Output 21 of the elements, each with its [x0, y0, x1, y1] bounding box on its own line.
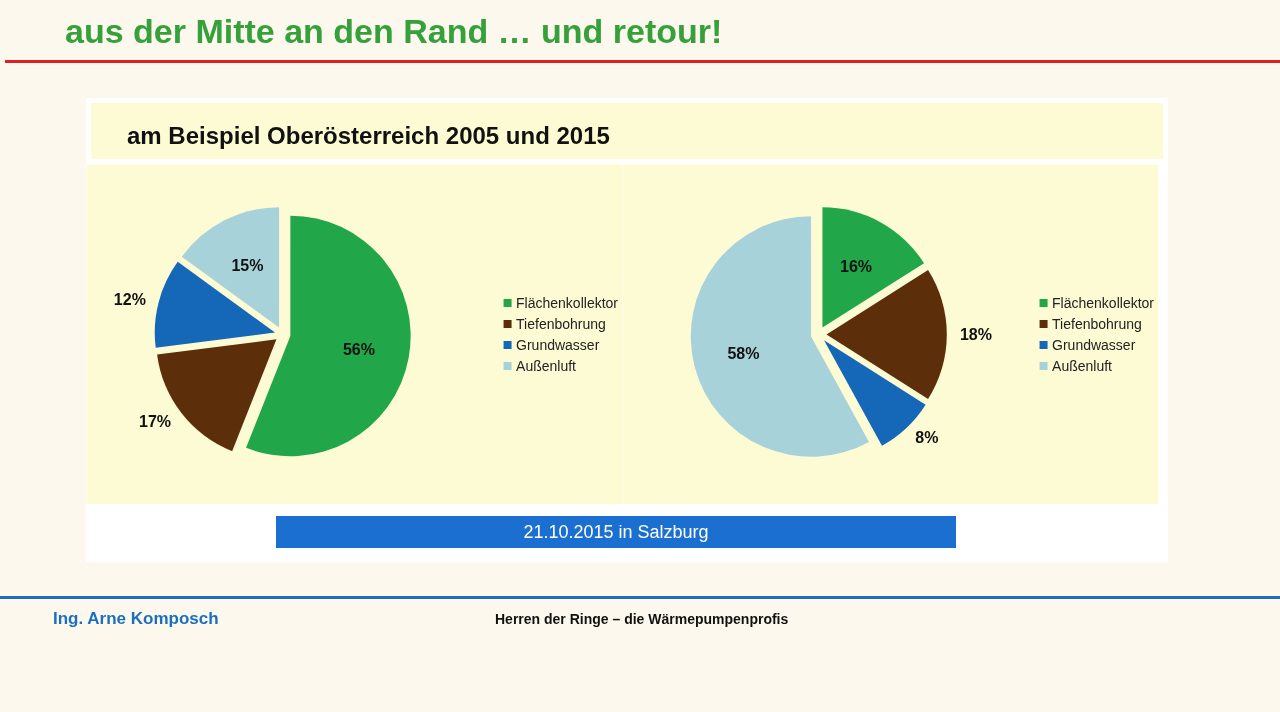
text: Ing. Arne Komposch [53, 608, 219, 630]
legend-label: Außenluft [516, 357, 576, 374]
data-label: 17% [139, 412, 172, 430]
chart-subtitle: am Beispiel Oberösterreich 2005 und 2015 [127, 121, 610, 151]
text: 21.10.2015 in Salzburg [523, 521, 709, 544]
data-label: 16% [840, 257, 873, 275]
data-label: 58% [727, 345, 760, 363]
legend-label: Grundwasser [516, 336, 600, 353]
legend-label: Tiefenbohrung [516, 315, 606, 332]
legend-label: Tiefenbohrung [1052, 315, 1142, 332]
data-label: 12% [113, 290, 146, 308]
data-label: 56% [342, 340, 375, 358]
text: Herren der Ringe – die Wärmepumpenprofis [495, 610, 789, 629]
data-label: 15% [231, 256, 264, 274]
legend-label: Flächenkollektor [516, 294, 618, 311]
data-label: 18% [959, 326, 992, 343]
legend-label: Grundwasser [1052, 336, 1136, 353]
data-label: 8% [915, 428, 939, 446]
chart-title: aus der Mitte an den Rand … und retour! [65, 11, 723, 52]
legend-label: Flächenkollektor [1052, 294, 1154, 311]
legend-label: Außenluft [1052, 357, 1112, 374]
